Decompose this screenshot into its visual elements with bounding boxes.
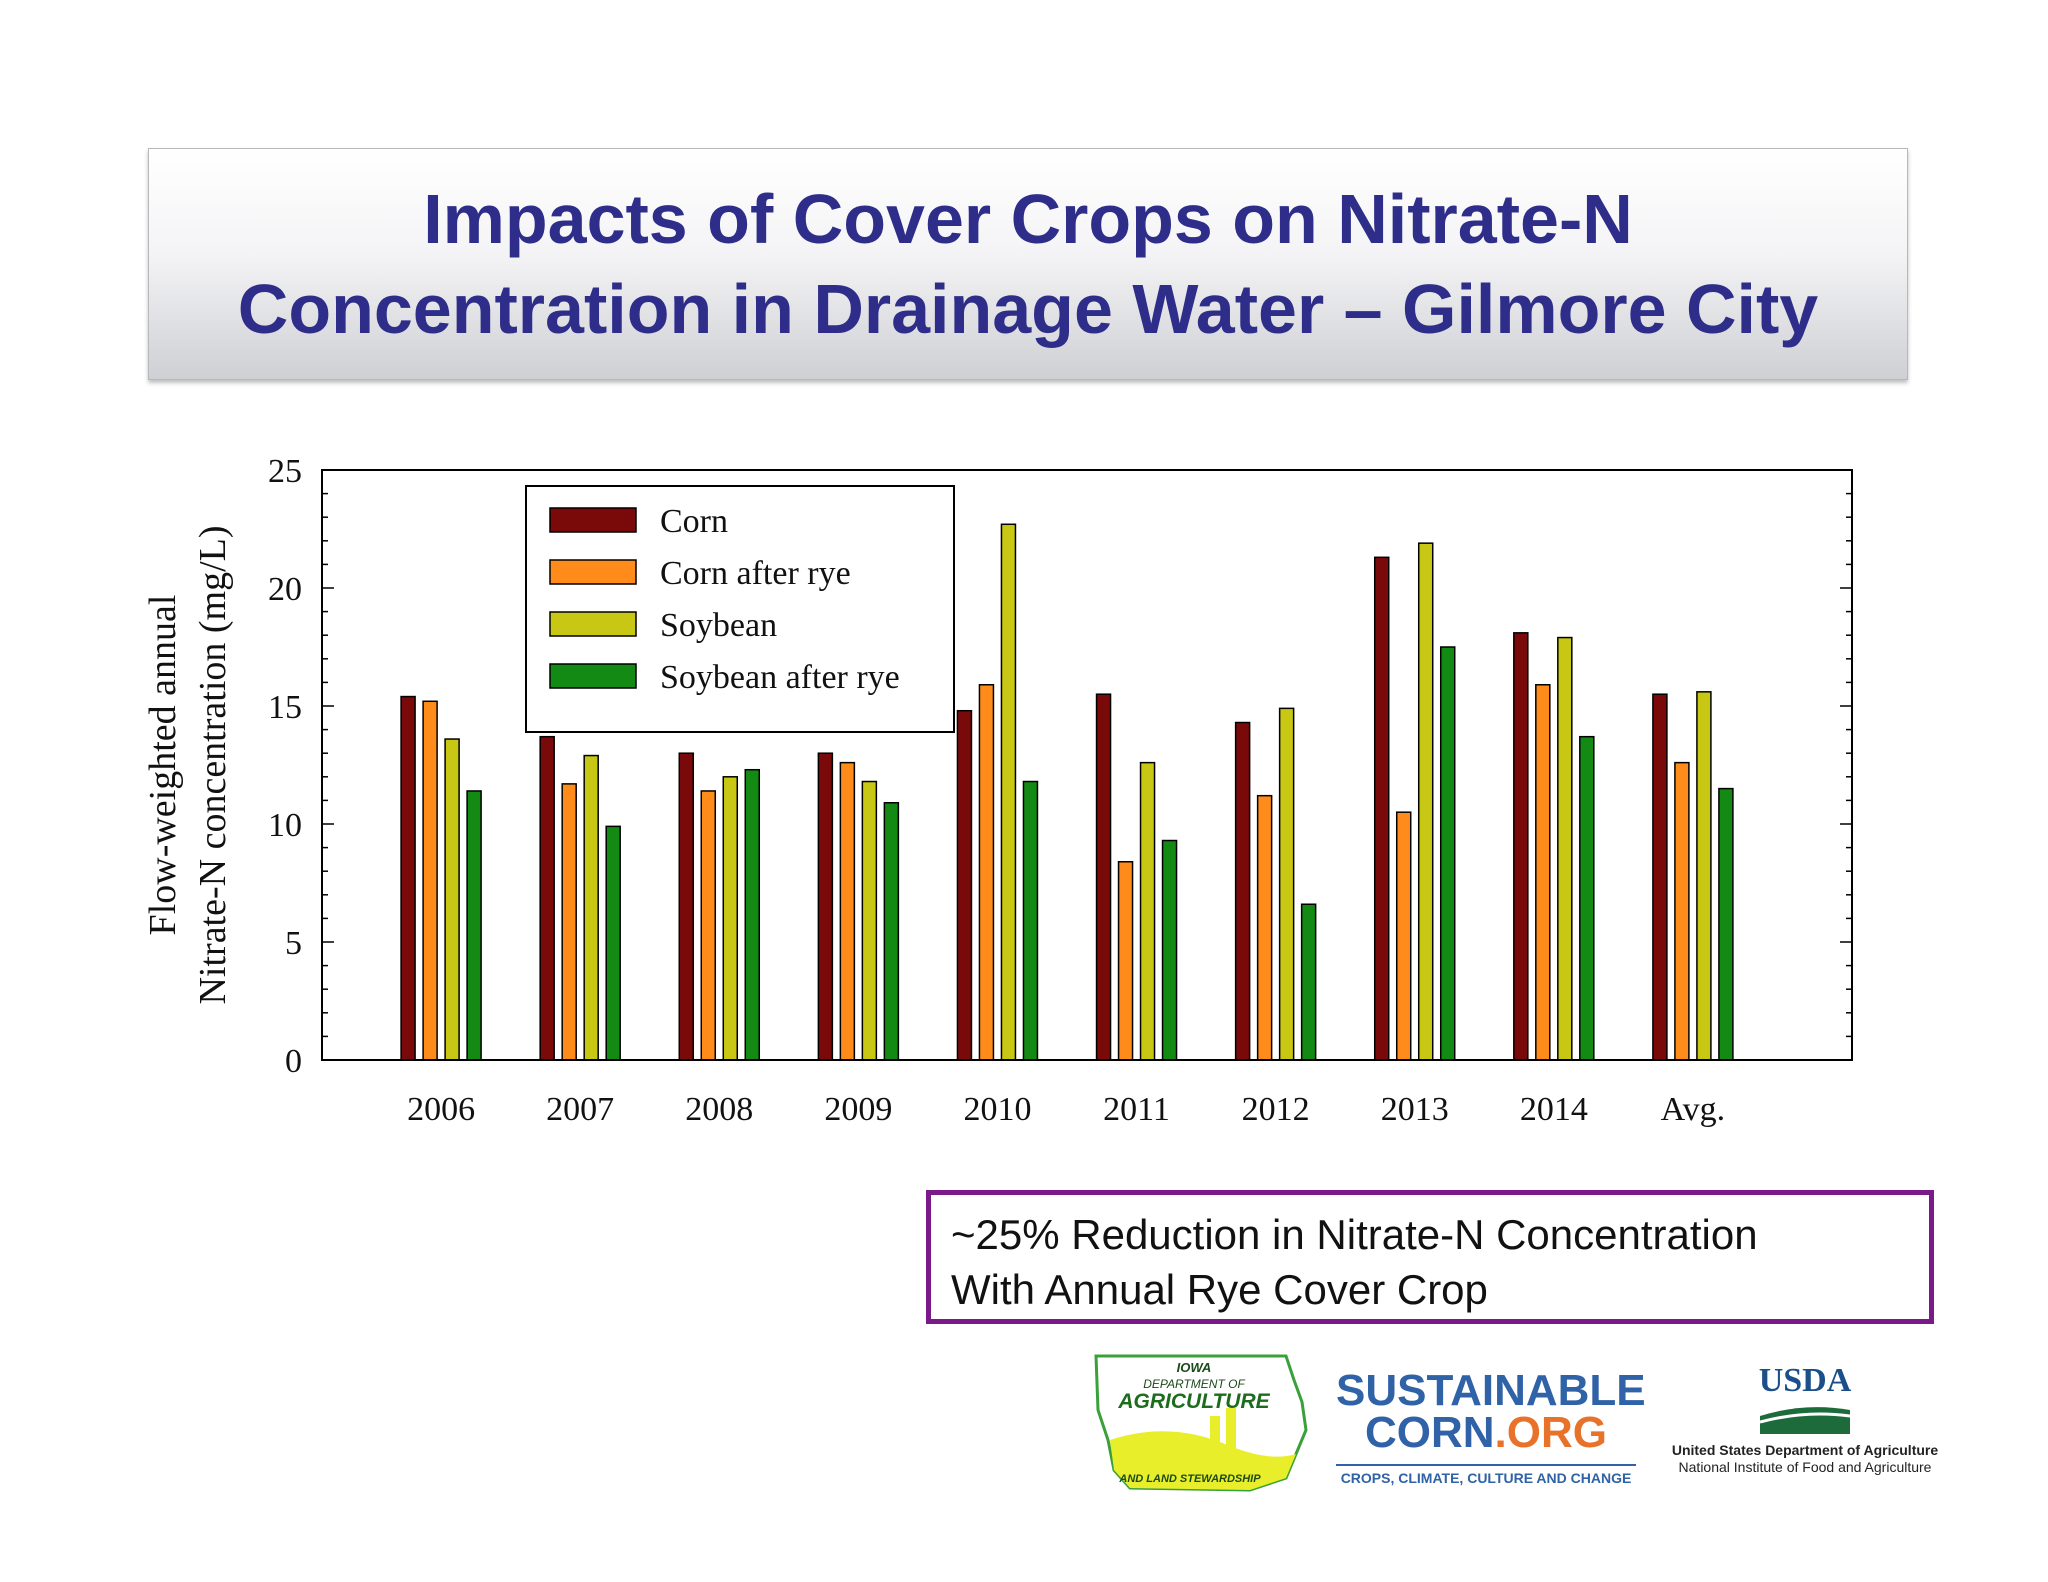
bar-soybean-2008 xyxy=(722,776,739,1061)
bar-soybean-2013 xyxy=(1417,542,1434,1061)
bar-soybean-2011 xyxy=(1139,761,1156,1061)
iowa-logo-line-2: DEPARTMENT OF xyxy=(1143,1377,1245,1391)
bar-soybean-after-rye-2006 xyxy=(466,790,482,1061)
legend-swatch-corn xyxy=(549,507,637,533)
bar-corn-after-rye-2007 xyxy=(561,783,577,1061)
sc-logo-line-1: SUSTAINABLE xyxy=(1336,1366,1646,1415)
plot-frame xyxy=(321,469,1853,1061)
sc-logo-tagline: CROPS, CLIMATE, CULTURE AND CHANGE xyxy=(1336,1464,1636,1486)
x-tick-label: 2009 xyxy=(824,1091,892,1128)
bar-corn-avg xyxy=(1652,693,1668,1061)
bar-corn-after-rye-2009 xyxy=(839,761,856,1061)
bar-corn-after-rye-2011 xyxy=(1117,861,1134,1061)
bar-corn-after-rye-2010 xyxy=(978,684,995,1061)
bar-soybean-after-rye-2012 xyxy=(1300,903,1317,1061)
usda-landscape-icon xyxy=(1760,1407,1850,1434)
bar-soybean-avg xyxy=(1696,691,1712,1061)
y-tick-label: 15 xyxy=(268,689,302,726)
y-tick-label: 25 xyxy=(268,453,302,490)
bar-soybean-2010 xyxy=(1000,523,1017,1061)
bar-soybean-after-rye-2013 xyxy=(1439,646,1456,1061)
legend-label-soybean-after-rye: Soybean after rye xyxy=(660,659,900,696)
usda-mark: USDA xyxy=(1758,1362,1852,1399)
x-tick-label: 2006 xyxy=(407,1091,475,1128)
bar-corn-after-rye-2013 xyxy=(1395,811,1412,1061)
bar-soybean-2012 xyxy=(1278,707,1295,1061)
bar-corn-2014 xyxy=(1513,632,1529,1061)
bar-corn-2007 xyxy=(539,735,555,1061)
sc-logo-org: .ORG xyxy=(1494,1408,1607,1457)
bar-soybean-2014 xyxy=(1557,636,1573,1061)
bar-soybean-2009 xyxy=(861,780,878,1061)
bar-corn-after-rye-2012 xyxy=(1256,794,1273,1061)
y-axis-label-line-1: Flow-weighted annual xyxy=(142,595,184,936)
bar-corn-2012 xyxy=(1234,721,1251,1061)
x-tick-label: Avg. xyxy=(1661,1091,1726,1128)
x-tick-label: 2011 xyxy=(1103,1091,1170,1128)
bar-soybean-2007 xyxy=(583,754,599,1061)
bar-soybean-after-rye-2008 xyxy=(744,768,761,1061)
legend: Corn Corn after rye Soybean Soybean after r… xyxy=(525,485,955,733)
usda-line-1: United States Department of Agriculture xyxy=(1671,1442,1939,1458)
bar-corn-after-rye-2006 xyxy=(422,700,438,1061)
title-banner: Impacts of Cover Crops on Nitrate-N Conc… xyxy=(148,148,1908,380)
x-tick-label: 2012 xyxy=(1242,1091,1310,1128)
x-tick-label: 2008 xyxy=(685,1091,753,1128)
bar-soybean-after-rye-2007 xyxy=(605,825,621,1061)
bar-soybean-after-rye-avg xyxy=(1718,787,1734,1061)
callout-line-1: ~25% Reduction in Nitrate-N Concentratio… xyxy=(951,1211,1758,1258)
y-tick-label: 5 xyxy=(285,925,302,962)
iowa-state-icon: IOWA DEPARTMENT OF AGRICULTURE AND LAND … xyxy=(1094,1354,1308,1492)
usda-nifa-logo: USDA United States Department of Agricul… xyxy=(1660,1364,1950,1484)
title-line-2: Concentration in Drainage Water – Gilmor… xyxy=(237,270,1819,348)
x-tick-label: 2007 xyxy=(546,1091,614,1128)
bar-corn-after-rye-avg xyxy=(1674,761,1690,1061)
bar-soybean-after-rye-2014 xyxy=(1579,735,1595,1061)
bar-corn-2006 xyxy=(400,695,416,1061)
legend-label-soybean: Soybean xyxy=(660,607,777,644)
iowa-agriculture-logo: IOWA DEPARTMENT OF AGRICULTURE AND LAND … xyxy=(1090,1350,1310,1496)
legend-label-corn-after-rye: Corn after rye xyxy=(660,555,851,592)
usda-line-2: National Institute of Food and Agricultu… xyxy=(1678,1459,1932,1475)
x-tick-label: 2014 xyxy=(1520,1091,1588,1128)
legend-swatch-soybean-after-rye xyxy=(549,663,637,689)
y-axis-label-line-2: Nitrate-N concentration (mg/L) xyxy=(192,525,234,1004)
bar-soybean-after-rye-2011 xyxy=(1161,839,1178,1061)
callout-box: ~25% Reduction in Nitrate-N Concentratio… xyxy=(926,1190,1934,1324)
bar-corn-2010 xyxy=(956,709,973,1061)
y-tick-label: 0 xyxy=(285,1043,302,1080)
bar-soybean-after-rye-2010 xyxy=(1022,780,1039,1061)
bar-soybean-2006 xyxy=(444,738,460,1061)
bar-corn-2009 xyxy=(817,752,834,1061)
sc-logo-corn: CORN xyxy=(1364,1408,1495,1457)
bar-corn-2013 xyxy=(1373,556,1390,1061)
legend-swatch-soybean xyxy=(549,611,637,637)
bar-corn-2008 xyxy=(678,752,695,1061)
y-tick-label: 20 xyxy=(268,571,302,608)
x-tick-label: 2013 xyxy=(1381,1091,1449,1128)
x-tick-label: 2010 xyxy=(963,1091,1031,1128)
bar-corn-after-rye-2008 xyxy=(700,790,717,1061)
legend-label-corn: Corn xyxy=(660,503,728,540)
y-tick-label: 10 xyxy=(268,807,302,844)
iowa-logo-line-4: AND LAND STEWARDSHIP xyxy=(1118,1473,1261,1485)
bar-soybean-after-rye-2009 xyxy=(883,802,900,1061)
iowa-logo-line-3: AGRICULTURE xyxy=(1117,1390,1270,1413)
sustainable-corn-logo: SUSTAINABLE CORN.ORG CROPS, CLIMATE, CUL… xyxy=(1336,1366,1646,1486)
callout-line-2: With Annual Rye Cover Crop xyxy=(951,1266,1488,1313)
sc-logo-line-2: CORN.ORG xyxy=(1336,1411,1636,1455)
iowa-logo-line-1: IOWA xyxy=(1177,1360,1212,1375)
bar-corn-after-rye-2014 xyxy=(1535,684,1551,1061)
legend-swatch-corn-after-rye xyxy=(549,559,637,585)
title-line-1: Impacts of Cover Crops on Nitrate-N xyxy=(423,180,1633,258)
bar-corn-2011 xyxy=(1095,693,1112,1061)
